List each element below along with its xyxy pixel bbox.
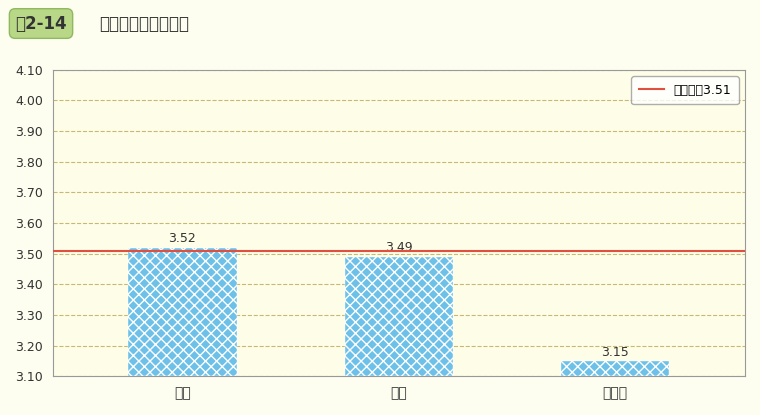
Text: 3.52: 3.52 [169, 232, 196, 245]
Text: 性別の回答の平均値: 性別の回答の平均値 [99, 15, 188, 32]
Bar [128, 248, 236, 376]
Bar [561, 361, 670, 376]
Text: 3.15: 3.15 [601, 346, 629, 359]
Text: 3.49: 3.49 [385, 241, 413, 254]
Text: 図2-14: 図2-14 [15, 15, 67, 32]
Legend: 総平均値3.51: 総平均値3.51 [631, 76, 739, 104]
Bar [345, 257, 453, 376]
